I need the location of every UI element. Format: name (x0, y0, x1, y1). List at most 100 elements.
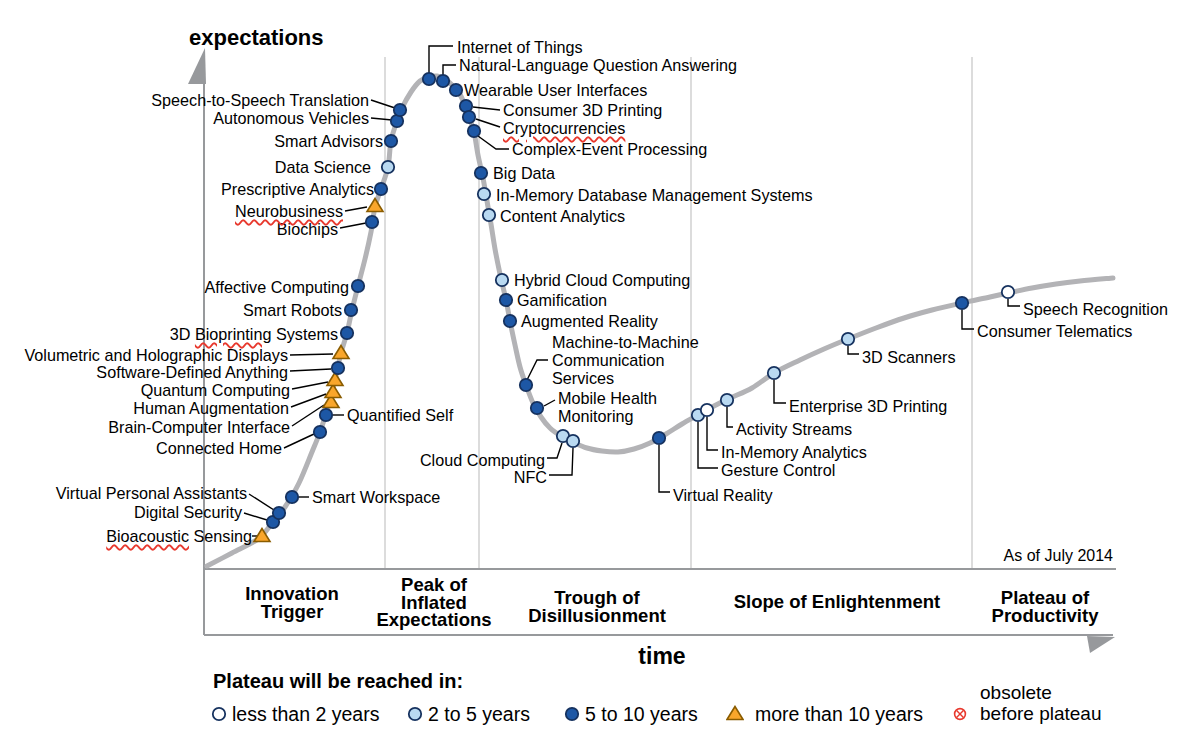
legend-marker-light (406, 705, 424, 723)
tech-label-virtual-reality: Virtual Reality (673, 486, 773, 504)
leader-line-autonomous-vehicles (371, 118, 392, 120)
leader-line-nfc (549, 448, 573, 475)
misspelled-word: Bioacoustic (106, 527, 189, 545)
tech-label-3d-bioprinting-systems: 3D Bioprinting Systems (170, 325, 338, 343)
marker-speech-recognition (1002, 286, 1014, 298)
marker-machine-to-machine-communication-services (520, 379, 532, 391)
tech-label-cloud-computing: Cloud Computing (420, 451, 545, 469)
leader-line-connected-home (284, 434, 314, 448)
tech-label-complex-event-processing: Complex-Event Processing (512, 140, 707, 158)
tech-label-augmented-reality: Augmented Reality (521, 312, 658, 330)
leader-line-natural-language-question-answering (443, 65, 456, 75)
leader-line-virtual-reality (659, 445, 670, 492)
tech-label-speech-recognition: Speech Recognition (1023, 300, 1168, 318)
tech-label-virtual-personal-assistants: Virtual Personal Assistants (56, 484, 247, 502)
phase-label-trough-of-disillusionment: Trough ofDisillusionment (528, 589, 666, 624)
tech-label-human-augmentation: Human Augmentation (133, 399, 289, 417)
marker-3d-scanners (842, 333, 854, 345)
tech-label-quantum-computing: Quantum Computing (141, 381, 290, 399)
legend-label-5-to-10-years: 5 to 10 years (585, 703, 698, 725)
leader-line-consumer-3d-printing (473, 107, 500, 110)
misspelled-word: Neurobusiness (235, 202, 343, 220)
leader-line-3d-scanners (848, 346, 859, 354)
marker-smart-workspace (286, 491, 298, 503)
tech-label-data-science: Data Science (275, 158, 371, 176)
leader-line-gesture-control (698, 422, 718, 468)
marker-mobile-health-monitoring (531, 402, 543, 414)
tech-label-enterprise-3d-printing: Enterprise 3D Printing (789, 397, 947, 415)
tech-label-bioacoustic-sensing: Bioacoustic Sensing (106, 527, 252, 545)
tech-label-3d-scanners: 3D Scanners (862, 348, 956, 366)
tech-label-gesture-control: Gesture Control (721, 461, 835, 479)
leader-line-human-augmentation (291, 394, 326, 407)
tech-label-smart-workspace: Smart Workspace (312, 488, 440, 506)
leader-line-digital-security (244, 513, 267, 520)
tech-label-autonomous-vehicles: Autonomous Vehicles (213, 109, 369, 127)
marker-natural-language-question-answering (437, 75, 449, 87)
tech-label-biochips: Biochips (277, 220, 338, 238)
marker-complex-event-processing (468, 125, 480, 137)
tech-label-machine-to-machine-communication-services: Machine-to-MachineCommunicationServices (552, 333, 699, 387)
marker-connected-home (314, 426, 326, 438)
marker-wearable-user-interfaces (450, 84, 462, 96)
marker-neurobusiness (367, 199, 383, 212)
as-of-date: As of July 2014 (1004, 547, 1113, 565)
legend-marker-dark (563, 705, 581, 723)
y-axis-arrow (188, 48, 206, 84)
misspelled-word: Bioprinting (195, 325, 272, 343)
leader-line-neurobusiness (345, 207, 367, 211)
tech-label-activity-streams: Activity Streams (736, 420, 852, 438)
leader-line-volumetric-and-holographic-displays (290, 354, 333, 355)
tech-label-quantified-self: Quantified Self (347, 406, 453, 424)
leader-line-mobile-health-monitoring (544, 400, 555, 406)
marker-big-data (475, 167, 487, 179)
legend-marker-white (210, 705, 228, 723)
legend-label-2-to-5-years: 2 to 5 years (428, 703, 530, 725)
phase-label-innovation-trigger: InnovationTrigger (245, 585, 339, 620)
phase-label-plateau-of-productivity: Plateau ofProductivity (992, 589, 1099, 624)
marker-virtual-personal-assistants (273, 507, 285, 519)
legend-label-less-than-2-years: less than 2 years (232, 703, 379, 725)
leader-line-internet-of-things (429, 46, 453, 73)
marker-biochips (366, 216, 378, 228)
legend-label-more-than-10-years: more than 10 years (755, 703, 923, 725)
tech-label-content-analytics: Content Analytics (500, 207, 625, 225)
tech-label-digital-security: Digital Security (134, 503, 242, 521)
marker-quantified-self (320, 409, 332, 421)
tech-label-cryptocurrencies: Cryptocurrencies (503, 119, 625, 137)
leader-line-software-defined-anything (290, 369, 331, 371)
tech-label-natural-language-question-answering: Natural-Language Question Answering (459, 56, 737, 74)
tech-label-smart-robots: Smart Robots (243, 301, 342, 319)
marker-data-science (382, 161, 394, 173)
leader-line-speech-to-speech-translation (371, 100, 395, 108)
x-axis-arrow (1087, 636, 1115, 653)
marker-in-memory-analytics (701, 404, 713, 416)
leader-line-biochips (340, 223, 366, 228)
tech-label-connected-home: Connected Home (156, 439, 282, 457)
tech-label-big-data: Big Data (493, 164, 555, 182)
hype-cycle-chart: Bioacoustic SensingDigital SecurityVirtu… (0, 0, 1190, 749)
misspelled-word: Cryptocurrencies (503, 119, 625, 137)
tech-label-smart-advisors: Smart Advisors (274, 132, 383, 150)
marker-prescriptive-analytics (375, 183, 387, 195)
leader-line-activity-streams (727, 407, 733, 427)
tech-label-software-defined-anything: Software-Defined Anything (96, 363, 288, 381)
leader-line-cloud-computing (547, 443, 562, 458)
tech-label-in-memory-database-management-systems: In-Memory Database Management Systems (496, 186, 813, 204)
marker-software-defined-anything (332, 362, 344, 374)
marker-cryptocurrencies (463, 111, 475, 123)
tech-label-internet-of-things: Internet of Things (457, 38, 583, 56)
marker-3d-bioprinting-systems (341, 327, 353, 339)
tech-label-nfc: NFC (514, 468, 547, 486)
tech-label-wearable-user-interfaces: Wearable User Interfaces (464, 81, 647, 99)
marker-hybrid-cloud-computing (496, 274, 508, 286)
tech-label-consumer-3d-printing: Consumer 3D Printing (503, 101, 662, 119)
legend-label-obsolete-before-plateau: obsoletebefore plateau (980, 682, 1102, 724)
marker-internet-of-things (423, 73, 435, 85)
tech-label-consumer-telematics: Consumer Telematics (977, 322, 1132, 340)
legend-title: Plateau will be reached in: (213, 670, 463, 693)
y-axis-title: expectations (189, 25, 324, 51)
marker-content-analytics (483, 209, 495, 221)
marker-in-memory-database-management-systems (478, 188, 490, 200)
marker-virtual-reality (653, 432, 665, 444)
